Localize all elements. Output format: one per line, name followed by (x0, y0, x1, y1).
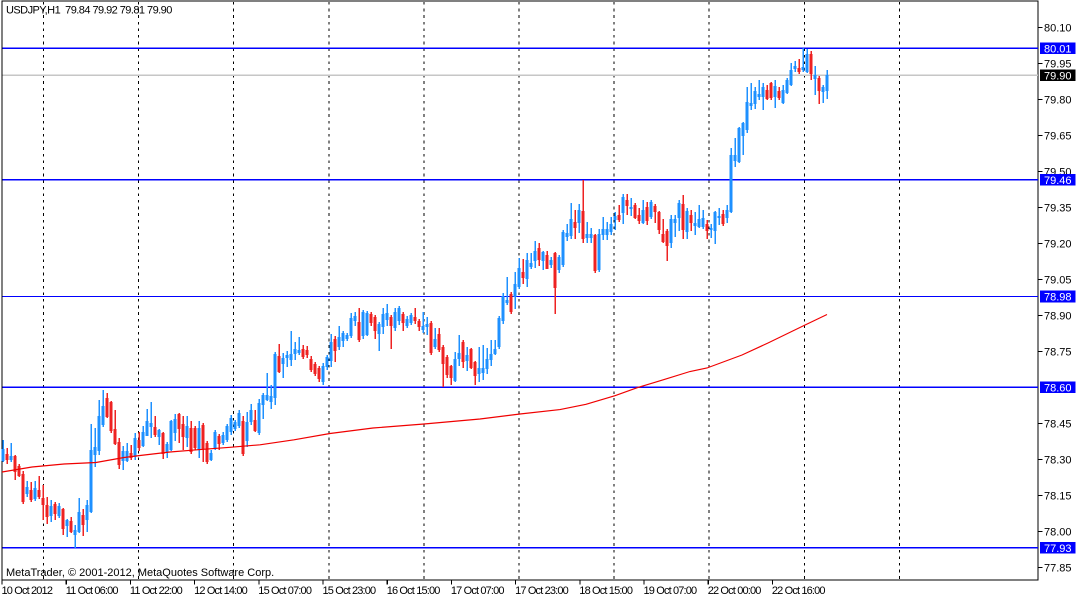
svg-text:17 Oct 23:00: 17 Oct 23:00 (515, 585, 569, 597)
svg-text:18 Oct 15:00: 18 Oct 15:00 (579, 585, 633, 597)
svg-text:16 Oct 15:00: 16 Oct 15:00 (387, 585, 441, 597)
svg-text:78.98: 78.98 (1044, 292, 1072, 304)
svg-text:22 Oct 00:00: 22 Oct 00:00 (708, 585, 762, 597)
svg-text:19 Oct 07:00: 19 Oct 07:00 (644, 585, 698, 597)
svg-text:79.20: 79.20 (1044, 239, 1072, 251)
svg-text:15 Oct 07:00: 15 Oct 07:00 (258, 585, 312, 597)
svg-text:22 Oct 16:00: 22 Oct 16:00 (772, 585, 826, 597)
svg-text:15 Oct 23:00: 15 Oct 23:00 (323, 585, 377, 597)
svg-text:78.30: 78.30 (1044, 455, 1072, 467)
svg-text:10 Oct 2012: 10 Oct 2012 (2, 585, 53, 597)
svg-text:USDJPY,H1 79.84 79.92 79.81 7: USDJPY,H1 79.84 79.92 79.81 79.90 (6, 5, 172, 17)
svg-text:12 Oct 14:00: 12 Oct 14:00 (194, 585, 248, 597)
svg-text:79.35: 79.35 (1044, 203, 1072, 215)
svg-text:79.95: 79.95 (1044, 59, 1072, 71)
svg-text:17 Oct 07:00: 17 Oct 07:00 (451, 585, 505, 597)
svg-text:77.93: 77.93 (1044, 543, 1072, 555)
svg-text:MetaTrader, © 2001-2012, MetaQ: MetaTrader, © 2001-2012, MetaQuotes Soft… (6, 567, 274, 579)
svg-text:78.15: 78.15 (1044, 491, 1072, 503)
svg-text:79.05: 79.05 (1044, 275, 1072, 287)
svg-text:11 Oct 06:00: 11 Oct 06:00 (66, 585, 119, 597)
svg-text:78.60: 78.60 (1044, 382, 1072, 394)
svg-text:79.90: 79.90 (1044, 70, 1072, 82)
svg-text:11 Oct 22:00: 11 Oct 22:00 (130, 585, 183, 597)
svg-text:79.46: 79.46 (1044, 175, 1072, 187)
svg-text:80.01: 80.01 (1044, 43, 1072, 55)
svg-text:80.10: 80.10 (1044, 23, 1072, 35)
svg-text:79.65: 79.65 (1044, 131, 1072, 143)
svg-text:78.90: 78.90 (1044, 311, 1072, 323)
svg-text:78.75: 78.75 (1044, 347, 1072, 359)
svg-text:78.45: 78.45 (1044, 419, 1072, 431)
svg-text:77.85: 77.85 (1044, 563, 1072, 575)
svg-text:79.80: 79.80 (1044, 95, 1072, 107)
svg-text:78.00: 78.00 (1044, 527, 1072, 539)
